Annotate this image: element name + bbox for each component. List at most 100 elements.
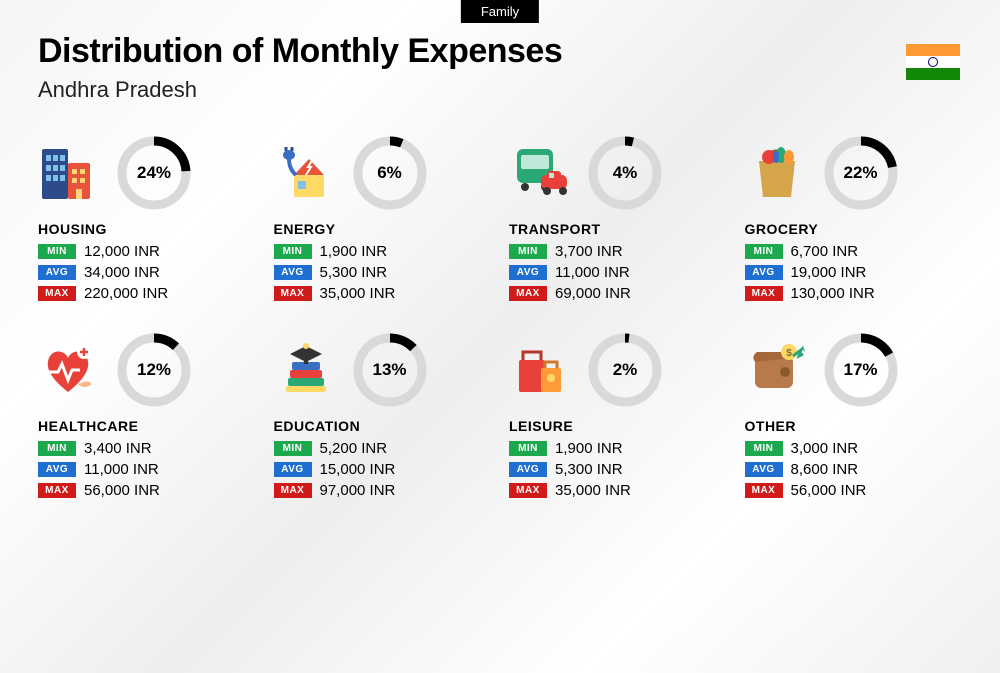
max-value: 130,000 INR	[791, 285, 875, 302]
svg-text:$: $	[786, 348, 792, 359]
avg-tag: AVG	[38, 462, 76, 477]
stat-avg: AVG 34,000 INR	[38, 264, 256, 281]
max-tag: MAX	[509, 286, 547, 301]
india-flag-icon	[906, 44, 960, 80]
stat-avg: AVG 19,000 INR	[745, 264, 963, 281]
avg-tag: AVG	[745, 462, 783, 477]
category-name: ENERGY	[274, 221, 492, 237]
other-icon: $	[745, 338, 809, 402]
min-value: 3,400 INR	[84, 440, 152, 457]
housing-icon	[38, 141, 102, 205]
pct-label: 24%	[137, 163, 171, 183]
pct-donut: 24%	[116, 135, 192, 211]
category-card-leisure: 2% LEISURE MIN 1,900 INR AVG 5,300 INR M…	[509, 330, 727, 503]
max-tag: MAX	[274, 286, 312, 301]
grocery-icon	[745, 141, 809, 205]
stat-max: MAX 56,000 INR	[38, 482, 256, 499]
avg-value: 8,600 INR	[791, 461, 859, 478]
category-name: HEALTHCARE	[38, 418, 256, 434]
category-card-education: 13% EDUCATION MIN 5,200 INR AVG 15,000 I…	[274, 330, 492, 503]
min-tag: MIN	[745, 244, 783, 259]
stat-avg: AVG 5,300 INR	[509, 461, 727, 478]
category-card-other: $ 17% OTHER MIN 3,000 INR AVG 8,600 INR …	[745, 330, 963, 503]
stat-max: MAX 130,000 INR	[745, 285, 963, 302]
max-value: 97,000 INR	[320, 482, 396, 499]
avg-value: 5,300 INR	[320, 264, 388, 281]
stat-max: MAX 35,000 INR	[509, 482, 727, 499]
stat-avg: AVG 11,000 INR	[509, 264, 727, 281]
avg-tag: AVG	[274, 462, 312, 477]
max-tag: MAX	[509, 483, 547, 498]
leisure-icon	[509, 338, 573, 402]
page-title: Distribution of Monthly Expenses	[38, 32, 962, 71]
avg-tag: AVG	[745, 265, 783, 280]
avg-value: 11,000 INR	[555, 264, 630, 281]
min-value: 12,000 INR	[84, 243, 160, 260]
min-tag: MIN	[38, 244, 76, 259]
max-tag: MAX	[745, 483, 783, 498]
min-value: 6,700 INR	[791, 243, 859, 260]
max-tag: MAX	[274, 483, 312, 498]
avg-value: 19,000 INR	[791, 264, 867, 281]
min-tag: MIN	[509, 441, 547, 456]
category-name: TRANSPORT	[509, 221, 727, 237]
stat-max: MAX 35,000 INR	[274, 285, 492, 302]
pct-label: 12%	[137, 360, 171, 380]
min-tag: MIN	[745, 441, 783, 456]
stat-avg: AVG 15,000 INR	[274, 461, 492, 478]
pct-label: 17%	[843, 360, 877, 380]
stat-min: MIN 12,000 INR	[38, 243, 256, 260]
max-tag: MAX	[38, 483, 76, 498]
category-name: HOUSING	[38, 221, 256, 237]
min-tag: MIN	[274, 441, 312, 456]
pct-donut: 13%	[352, 332, 428, 408]
category-name: GROCERY	[745, 221, 963, 237]
pct-label: 4%	[613, 163, 638, 183]
avg-value: 34,000 INR	[84, 264, 160, 281]
category-grid: 24% HOUSING MIN 12,000 INR AVG 34,000 IN…	[0, 113, 1000, 523]
stat-min: MIN 1,900 INR	[509, 440, 727, 457]
pct-label: 13%	[372, 360, 406, 380]
avg-tag: AVG	[509, 265, 547, 280]
transport-icon	[509, 141, 573, 205]
category-card-housing: 24% HOUSING MIN 12,000 INR AVG 34,000 IN…	[38, 133, 256, 306]
category-name: EDUCATION	[274, 418, 492, 434]
stat-avg: AVG 5,300 INR	[274, 264, 492, 281]
category-name: LEISURE	[509, 418, 727, 434]
energy-icon	[274, 141, 338, 205]
stat-max: MAX 220,000 INR	[38, 285, 256, 302]
education-icon	[274, 338, 338, 402]
stat-min: MIN 3,700 INR	[509, 243, 727, 260]
avg-tag: AVG	[38, 265, 76, 280]
stat-min: MIN 3,000 INR	[745, 440, 963, 457]
stat-max: MAX 56,000 INR	[745, 482, 963, 499]
avg-tag: AVG	[509, 462, 547, 477]
stat-avg: AVG 8,600 INR	[745, 461, 963, 478]
category-card-energy: 6% ENERGY MIN 1,900 INR AVG 5,300 INR MA…	[274, 133, 492, 306]
avg-value: 15,000 INR	[320, 461, 396, 478]
stat-min: MIN 6,700 INR	[745, 243, 963, 260]
avg-tag: AVG	[274, 265, 312, 280]
header: Distribution of Monthly Expenses Andhra …	[0, 0, 1000, 113]
stat-min: MIN 5,200 INR	[274, 440, 492, 457]
healthcare-icon	[38, 338, 102, 402]
pct-label: 6%	[377, 163, 402, 183]
stat-max: MAX 97,000 INR	[274, 482, 492, 499]
pct-donut: 12%	[116, 332, 192, 408]
category-name: OTHER	[745, 418, 963, 434]
max-value: 35,000 INR	[320, 285, 396, 302]
category-card-transport: 4% TRANSPORT MIN 3,700 INR AVG 11,000 IN…	[509, 133, 727, 306]
stat-min: MIN 3,400 INR	[38, 440, 256, 457]
pct-label: 22%	[843, 163, 877, 183]
avg-value: 11,000 INR	[84, 461, 159, 478]
stat-avg: AVG 11,000 INR	[38, 461, 256, 478]
page-subtitle: Andhra Pradesh	[38, 77, 962, 103]
min-tag: MIN	[38, 441, 76, 456]
max-value: 220,000 INR	[84, 285, 168, 302]
max-value: 35,000 INR	[555, 482, 631, 499]
max-value: 69,000 INR	[555, 285, 631, 302]
min-value: 1,900 INR	[555, 440, 623, 457]
min-tag: MIN	[509, 244, 547, 259]
min-value: 3,000 INR	[791, 440, 859, 457]
max-value: 56,000 INR	[84, 482, 160, 499]
